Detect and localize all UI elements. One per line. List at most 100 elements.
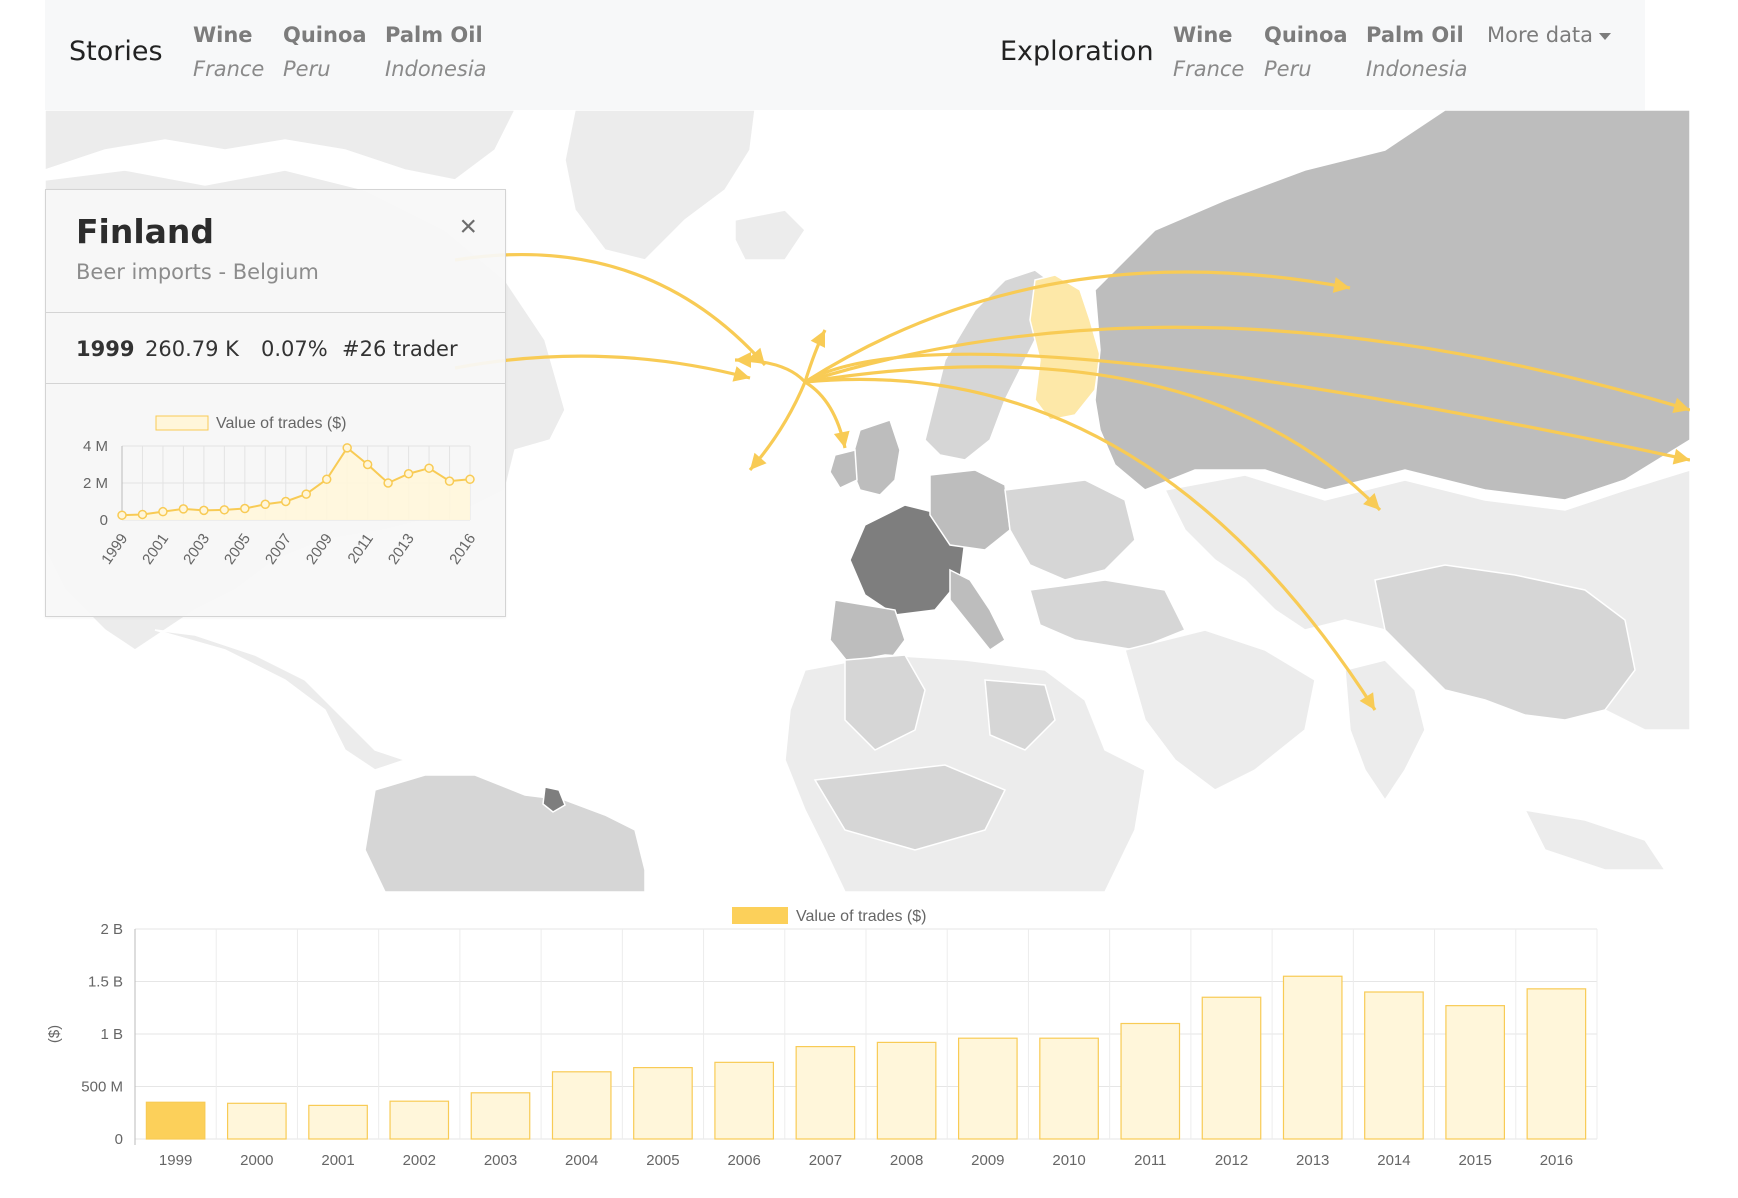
- country-shape[interactable]: [949, 568, 1006, 652]
- bar-2004: [551, 1071, 612, 1140]
- x-tick-label: 2001: [321, 1152, 354, 1169]
- country-shape[interactable]: [849, 504, 966, 616]
- country-shape[interactable]: [1124, 629, 1316, 791]
- country-shape[interactable]: [564, 110, 756, 261]
- y-tick-label: 4 M: [83, 438, 108, 455]
- x-tick-label: 2005: [646, 1152, 679, 1169]
- country-shape[interactable]: [829, 449, 858, 489]
- x-tick-label: 2011: [344, 531, 376, 567]
- bar-2009: [957, 1037, 1018, 1140]
- country-shape[interactable]: [849, 419, 901, 496]
- x-tick-label: 2007: [809, 1152, 842, 1169]
- x-tick-label: 2016: [1540, 1152, 1573, 1169]
- country-info-panel: Finland Beer imports - Belgium × 1999 26…: [45, 189, 506, 617]
- country-shape[interactable]: [984, 679, 1056, 751]
- story-palm-oil-indonesia[interactable]: Palm Oil Indonesia: [385, 23, 487, 81]
- x-tick-label: 2000: [240, 1152, 273, 1169]
- exploration-title: Quinoa: [1264, 23, 1348, 47]
- panel-country-name: Finland: [76, 212, 215, 251]
- country-shape[interactable]: [1029, 579, 1187, 651]
- x-tick-label: 2013: [385, 531, 418, 568]
- bar-2002: [389, 1100, 450, 1140]
- x-tick-label: 2009: [303, 531, 336, 568]
- trade-arc: [804, 377, 1377, 711]
- story-country: Indonesia: [385, 57, 487, 81]
- line-point: [199, 505, 209, 516]
- trade-arc: [804, 352, 1690, 462]
- arrowhead-icon: [810, 330, 825, 348]
- stats-value: 260.79 K: [145, 337, 239, 361]
- y-tick-label: 1 B: [100, 1026, 123, 1043]
- arrowhead-icon: [732, 366, 750, 382]
- bar-2015: [1445, 1005, 1506, 1140]
- stories-nav-link[interactable]: Stories: [69, 36, 163, 67]
- story-title: Palm Oil: [385, 23, 483, 47]
- story-country: France: [193, 57, 265, 81]
- exploration-quinoa-peru[interactable]: Quinoa Peru: [1264, 23, 1348, 81]
- country-shape[interactable]: [813, 764, 1007, 851]
- x-tick-label: 2013: [1296, 1152, 1329, 1169]
- legend-swatch: [732, 907, 788, 924]
- line-point: [260, 499, 271, 510]
- y-tick-label: 0: [115, 1131, 123, 1148]
- story-wine-france[interactable]: Wine France: [193, 23, 264, 81]
- country-shape[interactable]: [154, 629, 408, 771]
- line-point: [158, 506, 168, 517]
- line-point: [321, 474, 332, 485]
- country-shape[interactable]: [45, 110, 516, 181]
- more-data-dropdown[interactable]: More data: [1487, 23, 1612, 47]
- world-map[interactable]: [45, 110, 1690, 892]
- country-shape[interactable]: [844, 654, 926, 751]
- close-icon[interactable]: ×: [459, 210, 477, 243]
- x-tick-label: 2007: [262, 531, 295, 568]
- top-navbar: Stories Wine France Quinoa Peru Palm Oil…: [45, 0, 1645, 110]
- country-shape[interactable]: [364, 774, 646, 892]
- x-tick-label: 2003: [484, 1152, 517, 1169]
- line-point: [178, 504, 189, 514]
- x-tick-label: 2016: [446, 531, 479, 568]
- arrowhead-icon: [1363, 492, 1380, 510]
- x-tick-label: 2003: [180, 531, 213, 568]
- bar-1999: [145, 1101, 206, 1140]
- bar-2008: [876, 1041, 937, 1140]
- exploration-palm-oil-indonesia[interactable]: Palm Oil Indonesia: [1366, 23, 1468, 81]
- exploration-wine-france[interactable]: Wine France: [1173, 23, 1244, 81]
- story-title: Quinoa: [283, 23, 367, 47]
- stats-rank: #26 trader: [342, 337, 458, 361]
- country-shape[interactable]: [929, 469, 1011, 551]
- x-tick-label: 2012: [1215, 1152, 1248, 1169]
- country-shape[interactable]: [1374, 564, 1636, 721]
- x-tick-label: 2014: [1377, 1152, 1410, 1169]
- stats-share: 0.07%: [261, 337, 328, 361]
- line-point: [362, 459, 373, 470]
- bar-2007: [795, 1046, 856, 1140]
- y-tick-label: 500 M: [81, 1079, 123, 1096]
- line-area: [122, 447, 470, 520]
- panel-header: Finland Beer imports - Belgium ×: [46, 190, 505, 313]
- panel-subtitle: Beer imports - Belgium: [76, 260, 319, 284]
- arrowhead-icon: [1672, 448, 1690, 465]
- story-quinoa-peru[interactable]: Quinoa Peru: [283, 23, 367, 81]
- story-country: Peru: [283, 57, 331, 81]
- x-tick-label: 2009: [971, 1152, 1004, 1169]
- x-tick-label: 2010: [1052, 1152, 1085, 1169]
- country-shape[interactable]: [1523, 809, 1667, 871]
- legend-label: Value of trades ($): [216, 415, 346, 432]
- bar-2003: [470, 1092, 531, 1140]
- arrowhead-icon: [750, 452, 767, 470]
- exploration-country: Indonesia: [1366, 57, 1468, 81]
- y-tick-label: 1.5 B: [88, 974, 123, 991]
- line-point: [383, 478, 393, 488]
- line-point: [117, 510, 127, 520]
- country-shape[interactable]: [1029, 274, 1101, 421]
- exploration-nav-link[interactable]: Exploration: [1000, 36, 1154, 67]
- exploration-country: Peru: [1264, 57, 1312, 81]
- x-tick-label: 2005: [221, 531, 254, 568]
- country-shape[interactable]: [542, 786, 566, 813]
- line-point: [342, 443, 352, 453]
- country-shape[interactable]: [734, 209, 806, 261]
- country-shape[interactable]: [1004, 479, 1136, 581]
- bar-chart: Value of trades ($) ($) 0 500 M 1 B 1.5 B 2 B 1…: [45, 893, 1645, 1193]
- bar-2006: [714, 1061, 775, 1140]
